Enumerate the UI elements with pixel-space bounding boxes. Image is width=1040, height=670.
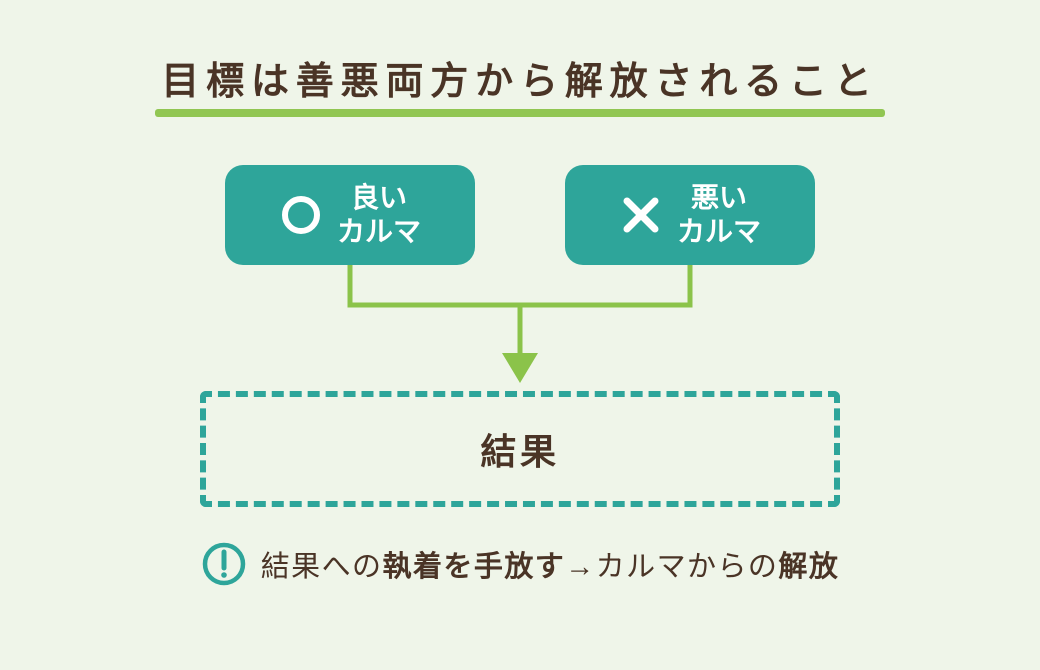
bad-karma-line2: カルマ <box>677 215 761 249</box>
bottom-seg4: 解放 <box>778 551 839 583</box>
title-text: 目標は善悪両方から解放されること <box>161 61 878 103</box>
bad-karma-line1: 悪い <box>677 181 761 215</box>
bottom-text: 結果への執着を手放す→カルマからの解放 <box>261 543 840 585</box>
karma-boxes-row: 良い カルマ 悪い カルマ <box>0 165 1040 265</box>
good-karma-line1: 良い <box>337 181 421 215</box>
good-karma-box: 良い カルマ <box>225 165 475 265</box>
circle-icon <box>279 193 323 237</box>
bad-karma-box: 悪い カルマ <box>565 165 815 265</box>
bad-karma-label: 悪い カルマ <box>677 181 761 248</box>
bottom-seg2: 執着を手放す <box>383 551 566 583</box>
title-container: 目標は善悪両方から解放されること <box>0 0 1040 117</box>
bottom-seg1: 結果への <box>261 551 383 583</box>
result-label: 結果 <box>480 423 559 475</box>
good-karma-line2: カルマ <box>337 215 421 249</box>
page-title: 目標は善悪両方から解放されること <box>161 50 878 117</box>
bottom-note: 結果への執着を手放す→カルマからの解放 <box>0 541 1040 587</box>
alert-icon <box>201 541 247 587</box>
result-box: 結果 <box>200 391 840 507</box>
title-underline <box>155 109 884 117</box>
bottom-seg3: →カルマからの <box>565 551 778 583</box>
cross-icon <box>619 193 663 237</box>
good-karma-label: 良い カルマ <box>337 181 421 248</box>
flow-connector <box>270 265 770 385</box>
